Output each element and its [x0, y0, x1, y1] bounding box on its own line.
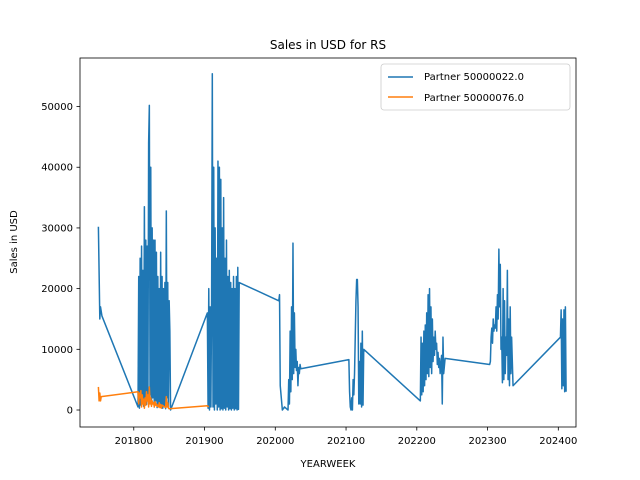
- y-tick-label: 30000: [41, 223, 73, 234]
- x-tick-label: 202100: [327, 436, 365, 447]
- y-tick-label: 40000: [41, 163, 73, 174]
- legend-label-partner-50000076: Partner 50000076.0: [424, 93, 524, 104]
- series-line-1: [97, 386, 210, 410]
- legend-box: [380, 63, 571, 111]
- x-tick-label: 201900: [185, 436, 223, 447]
- x-tick-label: 201800: [115, 436, 153, 447]
- x-axis-label: YEARWEEK: [300, 459, 356, 470]
- y-tick-label: 20000: [41, 284, 73, 295]
- x-tick-label: 202300: [468, 436, 506, 447]
- x-tick-label: 202000: [256, 436, 294, 447]
- y-tick-label: 10000: [41, 345, 73, 356]
- plot-frame: [79, 57, 577, 428]
- chart-title: Sales in USD for RS: [270, 38, 386, 52]
- series-line-0: [97, 73, 567, 411]
- y-axis-label: Sales in USD: [9, 210, 20, 274]
- x-axis-ticks: 201800 201900 202000 202100 202200 202300 2024…: [115, 427, 577, 447]
- legend: Partner 50000022.0 Partner 50000076.0: [380, 63, 571, 111]
- y-axis-ticks: 0 10000 20000 30000 40000 50000: [41, 102, 80, 417]
- y-tick-label: 0: [67, 406, 73, 417]
- x-tick-label: 202200: [398, 436, 436, 447]
- x-tick-label: 202400: [539, 436, 577, 447]
- legend-label-partner-50000022: Partner 50000022.0: [424, 72, 524, 83]
- y-tick-label: 50000: [41, 102, 73, 113]
- series-layer: [97, 73, 567, 411]
